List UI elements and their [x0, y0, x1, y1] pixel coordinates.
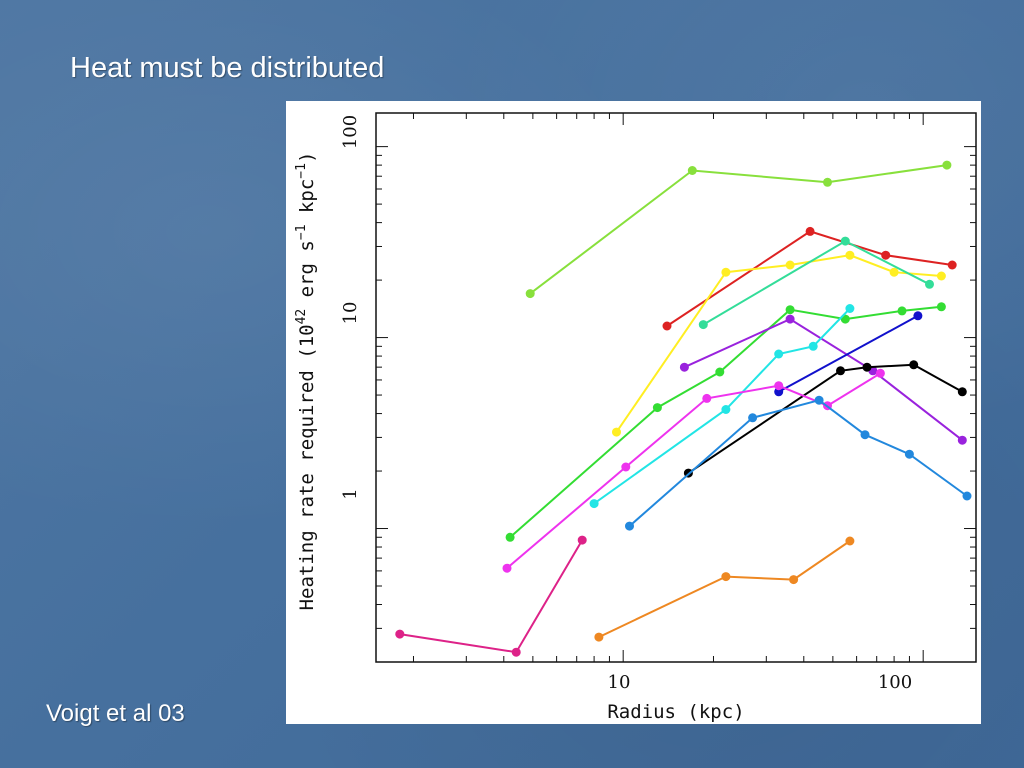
- series-line: [598, 540, 851, 639]
- series-11: [625, 395, 972, 531]
- data-point: [814, 395, 824, 405]
- data-point: [845, 250, 855, 260]
- series-line: [506, 372, 881, 569]
- heating-rate-chart: 10 100 1 10 100 Radius (kpc) Heating rat…: [294, 112, 977, 723]
- series-line: [529, 164, 948, 295]
- series-line: [509, 305, 942, 539]
- data-point: [805, 226, 815, 236]
- data-point: [881, 250, 891, 260]
- series-1: [525, 160, 952, 299]
- data-point: [511, 647, 521, 657]
- y-axis-label-part: erg s: [296, 240, 318, 309]
- series-line: [615, 254, 942, 433]
- data-point: [909, 360, 919, 370]
- data-point: [774, 381, 784, 391]
- series-line: [399, 539, 584, 654]
- y-axis-label-part: ): [296, 152, 318, 163]
- data-point: [789, 575, 799, 585]
- data-point: [904, 449, 914, 459]
- data-point: [698, 320, 708, 330]
- series-3: [612, 250, 946, 437]
- series-6: [679, 314, 967, 445]
- data-point: [785, 305, 795, 315]
- data-point: [652, 403, 662, 413]
- data-point: [715, 367, 725, 377]
- y-tick-label-1: 1: [340, 488, 361, 499]
- data-point: [395, 629, 405, 639]
- data-point: [962, 491, 972, 501]
- data-point: [936, 271, 946, 281]
- series-5: [505, 302, 946, 542]
- data-point: [823, 177, 832, 187]
- x-tick-label-100: 100: [878, 672, 912, 693]
- series-line: [628, 399, 968, 527]
- y-tick-label-10: 10: [340, 302, 361, 325]
- data-point: [947, 260, 957, 270]
- axis-ticks: [376, 113, 976, 663]
- data-point: [845, 304, 855, 313]
- data-point: [721, 267, 731, 277]
- data-point: [845, 536, 855, 546]
- plot-marks: [395, 160, 972, 657]
- y-axis-label-exponent: −1: [294, 163, 309, 179]
- data-point: [840, 236, 850, 246]
- citation: Voigt et al 03: [46, 700, 185, 727]
- data-point: [889, 267, 899, 277]
- y-axis-label-part: kpc: [296, 179, 318, 225]
- data-point: [621, 462, 631, 472]
- series-12: [395, 535, 587, 657]
- data-point: [913, 311, 923, 321]
- series-2: [662, 226, 957, 331]
- y-axis-label-exponent: 42: [294, 309, 309, 325]
- data-point: [808, 341, 818, 351]
- plot-frame: [375, 112, 977, 663]
- data-point: [721, 572, 731, 582]
- data-point: [577, 535, 587, 545]
- series-13: [594, 536, 855, 642]
- series-9: [589, 304, 855, 509]
- data-point: [836, 366, 845, 376]
- y-axis-label-exponent: −1: [294, 224, 309, 240]
- data-point: [687, 166, 697, 175]
- data-point: [897, 306, 907, 316]
- data-point: [936, 302, 946, 312]
- x-axis-label: Radius (kpc): [607, 701, 744, 723]
- data-point: [662, 321, 672, 331]
- data-point: [925, 279, 934, 289]
- series-line: [666, 230, 953, 327]
- data-point: [957, 435, 967, 445]
- series-line: [683, 317, 963, 441]
- data-point: [774, 349, 784, 359]
- data-point: [505, 532, 515, 542]
- data-point: [589, 499, 599, 509]
- series-4: [698, 236, 934, 330]
- data-point: [721, 405, 731, 414]
- data-point: [785, 260, 795, 270]
- chart-figure: 10 100 1 10 100 Radius (kpc) Heating rat…: [286, 101, 981, 724]
- slide-title: Heat must be distributed: [70, 52, 385, 84]
- data-point: [942, 160, 952, 170]
- data-point: [862, 362, 872, 372]
- data-point: [679, 362, 689, 372]
- series-line: [778, 314, 919, 393]
- data-point: [612, 427, 621, 437]
- data-point: [957, 387, 967, 397]
- data-point: [594, 632, 604, 642]
- data-point: [702, 393, 712, 403]
- y-axis-label: Heating rate required (1042 erg s−1 kpc−…: [294, 152, 318, 611]
- data-point: [748, 413, 758, 423]
- y-axis-label-part: Heating rate required (10: [296, 324, 318, 610]
- data-point: [785, 314, 795, 324]
- y-tick-label-100: 100: [340, 115, 361, 149]
- data-point: [625, 521, 634, 531]
- series-line: [687, 363, 963, 474]
- data-point: [525, 289, 535, 299]
- x-tick-label-10: 10: [608, 672, 631, 693]
- series-8: [683, 360, 967, 478]
- data-point: [502, 563, 512, 573]
- series-line: [593, 307, 851, 505]
- data-point: [860, 430, 870, 440]
- data-point: [875, 368, 885, 378]
